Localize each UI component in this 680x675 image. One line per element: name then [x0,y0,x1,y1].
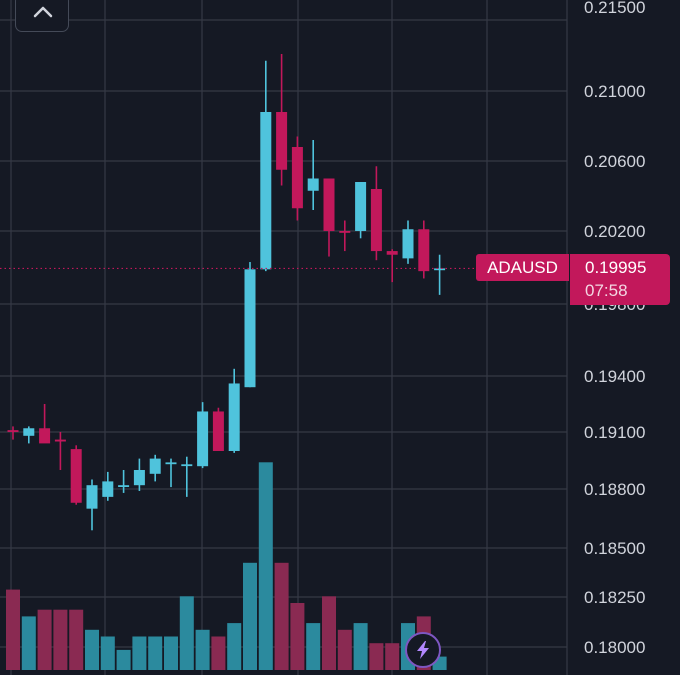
candle-body [418,229,430,272]
volume-bar [69,609,84,670]
candle-body [386,251,398,255]
candle-body [165,462,177,465]
volume-bar [148,636,163,670]
volume-bar [179,596,194,670]
candle-body [70,449,82,503]
volume-bar [227,623,242,670]
volume-bar [369,643,384,670]
volume-bar [322,596,336,670]
volume-bar [100,636,115,670]
volume-bar [353,623,368,670]
volume-bar [37,609,52,670]
candle-body [323,178,335,231]
candle-body [7,430,19,432]
last-price-value: 0.19995 [585,258,647,277]
candle-body [291,147,303,209]
candle-body [86,485,98,509]
candle-body [244,269,256,388]
candle-body [102,481,114,497]
volume-bar [243,562,257,670]
volume-bar [21,616,36,670]
collapse-button[interactable] [15,0,69,32]
chevron-up-icon [33,6,53,18]
price-tick-label: 0.18250 [584,588,645,607]
price-tick-label: 0.20600 [584,152,645,171]
candle-body [228,383,240,451]
volume-bar [211,636,226,670]
price-tick-label: 0.18000 [584,638,645,657]
price-tick-label: 0.21500 [584,0,645,17]
candle-body [118,485,130,487]
volume-bar [274,562,289,670]
candle-body [355,182,367,231]
quick-trade-button[interactable] [405,632,441,668]
volume-bar [290,603,305,670]
price-tick-label: 0.18500 [584,539,645,558]
candle-body [260,112,272,270]
candle-body [212,411,224,451]
candle-body [39,428,51,444]
price-tick-label: 0.20200 [584,222,645,241]
candles [7,54,446,531]
candle-body [181,464,193,467]
candle-body [339,231,351,233]
volume-bar [164,636,178,670]
volume-bars [6,462,447,670]
volume-bar [258,462,273,670]
candle-body [23,428,35,436]
volume-bar [132,636,147,670]
price-tick-label: 0.19100 [584,423,645,442]
bar-countdown: 07:58 [585,281,628,300]
candle-body [307,178,319,191]
candle-body [276,112,288,170]
candle-body [54,439,66,442]
candle-body [402,229,414,259]
volume-bar [85,629,99,670]
volume-bar [337,629,352,670]
volume-bar [53,609,68,670]
price-tick-label: 0.21000 [584,82,645,101]
price-tick-label: 0.18800 [584,480,645,499]
candle-body [149,458,161,474]
candle-body [197,411,209,467]
symbol-label: ADAUSD [476,254,569,281]
price-tick-label: 0.19400 [584,367,645,386]
volume-bar [385,643,400,670]
volume-bar [195,629,210,670]
volume-bar [306,623,321,670]
candle-body [133,470,145,486]
volume-bar [6,589,20,670]
candle-body [434,268,446,271]
lightning-icon [417,641,429,659]
volume-bar [116,649,131,670]
candle-body [370,189,382,252]
last-price-label: 0.19995 07:58 [570,254,670,305]
price-axis[interactable]: 0.215000.210000.206000.202000.198000.194… [584,0,645,657]
